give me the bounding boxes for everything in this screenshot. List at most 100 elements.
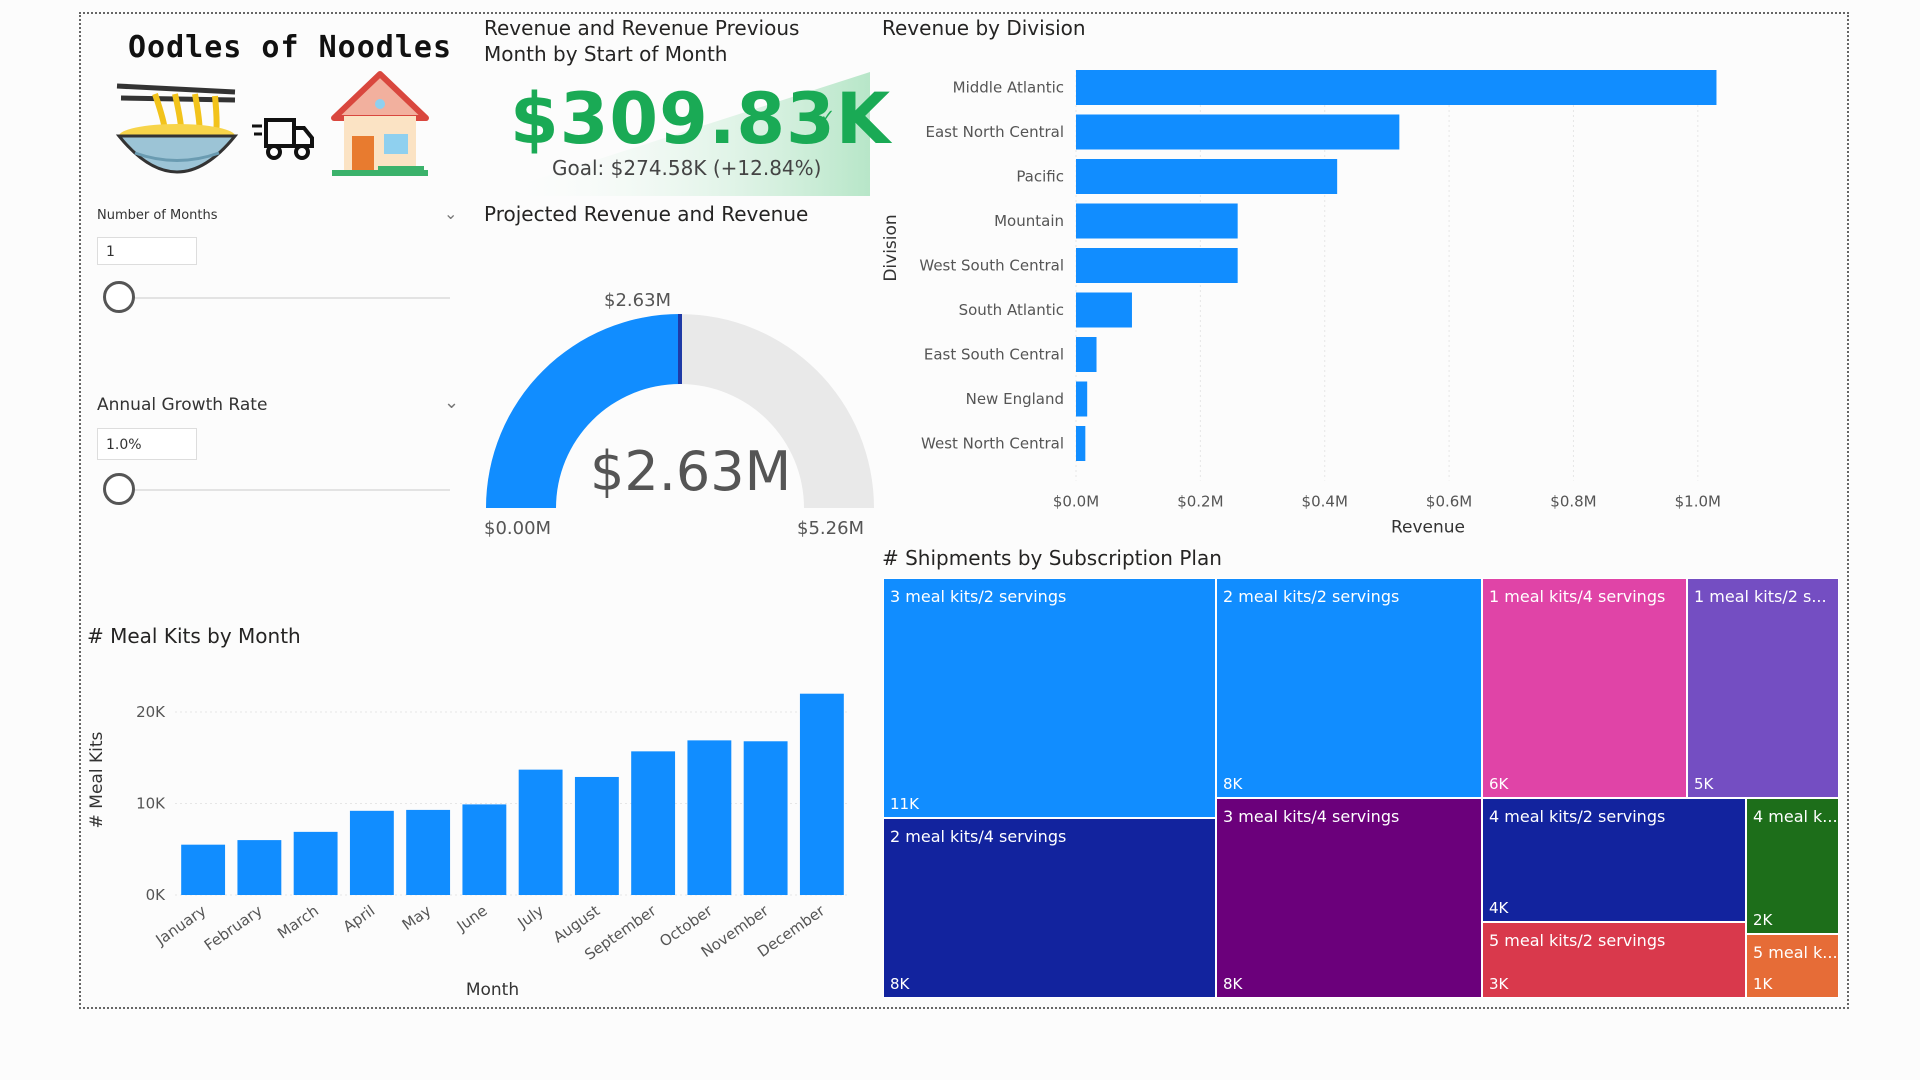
kpi-trend-area [484,72,870,196]
treemap-cell[interactable]: 5 meal kits/2 servings 3K [1482,922,1746,998]
month-bar [687,740,732,895]
division-bar [1076,114,1400,150]
y-axis-title: # Meal Kits [87,732,107,829]
mealkits-chart-title: # Meal Kits by Month [87,624,301,648]
treemap-cell-label: 4 meal kits/2 servings [1489,807,1666,826]
treemap-cell[interactable]: 2 meal kits/2 servings 8K [1216,578,1482,798]
division-label: Middle Atlantic [953,79,1064,97]
months-slider-track[interactable] [120,297,450,299]
months-input[interactable]: 1 [97,237,197,265]
y-tick-label: 0K [146,886,167,904]
division-label: New England [966,390,1064,408]
growth-slicer-label: Annual Growth Rate [97,395,268,415]
treemap-cell-value: 4K [1489,899,1509,917]
treemap-cell-label: 1 meal kits/2 s... [1694,587,1827,606]
chevron-down-icon[interactable]: ⌄ [444,204,458,223]
month-bar [743,741,788,895]
month-bar [631,751,676,895]
month-bar [799,693,844,895]
treemap-cell[interactable]: 1 meal kits/2 s... 5K [1687,578,1839,798]
growth-slider-track[interactable] [120,489,450,491]
treemap-cell[interactable]: 4 meal k... 2K [1746,798,1839,934]
treemap-cell-label: 2 meal kits/4 servings [890,827,1067,846]
month-label: May [399,901,435,934]
x-axis-title: Month [466,980,519,1000]
month-label: June [453,902,491,936]
treemap-cell-value: 2K [1753,911,1773,929]
chevron-down-icon[interactable]: ⌄ [444,392,460,413]
month-bar [181,844,226,895]
x-axis-title: Revenue [1391,518,1465,538]
y-axis-title: Division [881,214,901,281]
division-label: West South Central [919,257,1064,275]
treemap-cell-label: 1 meal kits/4 servings [1489,587,1666,606]
treemap-cell[interactable]: 2 meal kits/4 servings 8K [883,818,1216,998]
treemap-cell-value: 5K [1694,775,1714,793]
gauge-chart [486,314,874,508]
kpi-title-line1: Revenue and Revenue Previous [484,16,800,40]
delivery-truck-icon [252,118,314,160]
division-bar [1076,248,1238,283]
treemap-cell[interactable]: 3 meal kits/4 servings 8K [1216,798,1482,998]
treemap-cell-value: 3K [1489,975,1509,993]
kpi-title-line2: Month by Start of Month [484,42,728,66]
x-tick-label: $0.0M [1053,493,1099,511]
month-label: January [152,901,210,949]
month-bar [293,831,338,895]
x-tick-label: $0.2M [1177,493,1223,511]
gauge-max-label: $5.26M [797,518,865,539]
division-chart-title: Revenue by Division [882,16,1086,40]
treemap-cell-value: 8K [1223,775,1243,793]
division-bar [1076,70,1717,105]
month-label: April [340,902,378,936]
gauge-title: Projected Revenue and Revenue [484,202,809,226]
division-bar [1076,381,1088,417]
month-bar [574,776,619,895]
treemap-cell[interactable]: 3 meal kits/2 servings 11K [883,578,1216,818]
division-label: West North Central [921,435,1064,453]
x-tick-label: $0.4M [1302,493,1348,511]
treemap-cell-value: 1K [1753,975,1773,993]
treemap-cell-label: 3 meal kits/2 servings [890,587,1067,606]
treemap-cell[interactable]: 5 meal k... 1K [1746,934,1839,998]
brand-title: Oodles of Noodles [128,30,453,65]
month-label: February [201,901,266,954]
treemap-cell[interactable]: 4 meal kits/2 servings 4K [1482,798,1746,922]
checkmark-icon: ✓ [820,106,836,127]
division-bar [1076,203,1238,239]
treemap-cell-label: 2 meal kits/2 servings [1223,587,1400,606]
kpi-goal: Goal: $274.58K (+12.84%) [552,156,822,180]
division-bar [1076,159,1338,194]
kpi-value: $309.83K [510,78,892,160]
months-slider-handle[interactable] [103,281,135,313]
treemap-cell-value: 11K [890,795,919,813]
house-icon [331,71,429,176]
x-tick-label: $0.8M [1550,493,1596,511]
division-bar [1076,426,1086,461]
growth-input[interactable]: 1.0% [97,428,197,460]
month-bar [349,810,394,895]
treemap-cell-value: 8K [890,975,910,993]
month-bar [518,769,563,895]
y-tick-label: 20K [136,703,166,721]
gauge-min-label: $0.00M [484,518,552,539]
division-label: Pacific [1016,168,1064,186]
division-label: East North Central [926,123,1064,141]
treemap-cell[interactable]: 1 meal kits/4 servings 6K [1482,578,1687,798]
month-label: July [514,901,547,932]
month-label: March [274,902,322,943]
growth-slider-handle[interactable] [103,473,135,505]
treemap-cell-label: 3 meal kits/4 servings [1223,807,1400,826]
report-canvas [79,12,1849,1009]
treemap-cell-label: 4 meal k... [1753,807,1838,826]
division-bar [1076,292,1132,328]
month-bar [406,809,451,895]
gauge-fill [486,314,680,508]
month-bar [237,840,282,895]
division-label: South Atlantic [959,301,1064,319]
treemap-cell-label: 5 meal kits/2 servings [1489,931,1666,950]
division-label: East South Central [924,346,1064,364]
gauge-value: $2.63M [590,440,792,503]
division-bar [1076,337,1097,372]
